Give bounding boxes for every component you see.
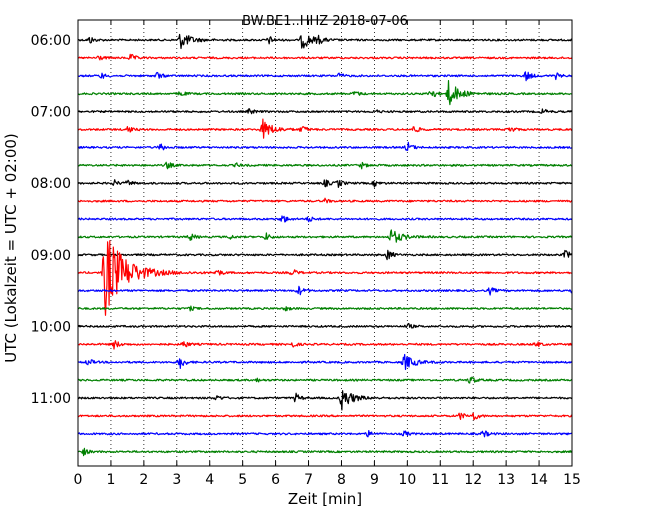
x-tick-label: 14	[530, 472, 548, 488]
x-tick-label: 10	[398, 472, 416, 488]
trace-line	[77, 240, 573, 316]
trace-line	[77, 390, 573, 411]
trace-line	[77, 322, 573, 329]
trace-line	[77, 353, 573, 371]
trace-line	[77, 340, 573, 350]
trace-line	[77, 108, 573, 115]
y-tick-label: 07:00	[31, 105, 71, 121]
y-tick-label: 10:00	[31, 319, 71, 335]
traces	[77, 33, 573, 457]
trace-line	[77, 430, 573, 438]
x-tick-label: 13	[497, 472, 515, 488]
trace-line	[77, 141, 573, 151]
trace-line	[77, 197, 573, 204]
y-ticks: 06:00 07:00 08:00 09:00 10:00 11:00	[31, 33, 572, 407]
x-ticks: 0 1 2 3 4 5 6 7 8 9 10 11 12 13 14 15	[74, 20, 581, 488]
x-tick-label: 2	[139, 472, 148, 488]
x-tick-label: 12	[464, 472, 482, 488]
x-tick-label: 8	[337, 472, 346, 488]
x-tick-label: 5	[238, 472, 247, 488]
trace-line	[77, 33, 572, 50]
trace-line	[78, 53, 573, 61]
x-tick-label: 1	[106, 472, 115, 488]
trace-line	[77, 179, 573, 188]
y-tick-label: 08:00	[31, 176, 71, 192]
x-tick-label: 3	[172, 472, 181, 488]
trace-line	[77, 412, 573, 421]
y-tick-label: 09:00	[31, 248, 71, 264]
x-tick-label: 11	[431, 472, 449, 488]
y-tick-label: 06:00	[31, 33, 71, 49]
trace-line	[77, 118, 573, 139]
trace-line	[77, 161, 572, 170]
trace-line	[77, 285, 573, 296]
trace-line	[77, 71, 573, 82]
x-axis-label: Zeit [min]	[288, 490, 362, 508]
y-tick-label: 11:00	[31, 391, 71, 407]
x-tick-label: 7	[304, 472, 313, 488]
trace-line	[77, 249, 573, 261]
trace-line	[77, 215, 573, 223]
x-tick-label: 9	[370, 472, 379, 488]
x-tick-label: 15	[563, 472, 581, 488]
x-tick-label: 4	[205, 472, 214, 488]
trace-line	[78, 305, 573, 312]
trace-line	[77, 229, 573, 243]
chart-title: BW.BE1..HHZ 2018-07-06	[242, 14, 408, 29]
y-axis-label: UTC (Lokalzeit = UTC + 02:00)	[2, 133, 20, 363]
plot-frame	[77, 19, 573, 467]
trace-line	[77, 80, 573, 106]
x-tick-label: 6	[271, 472, 280, 488]
trace-line	[77, 447, 573, 457]
x-tick-label: 0	[74, 472, 83, 488]
trace-line	[77, 376, 573, 384]
